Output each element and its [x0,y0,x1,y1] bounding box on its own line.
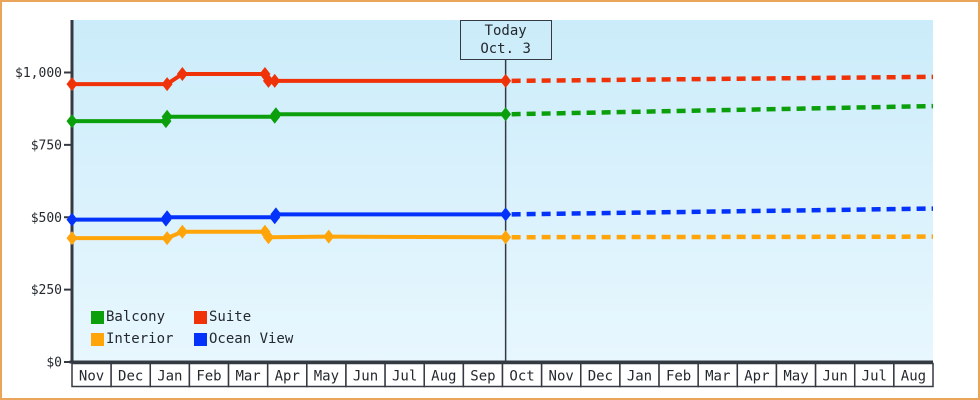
legend-swatch-icon [91,332,104,346]
month-label: Mar [235,369,260,385]
data-point-ocean-view [270,207,282,222]
series-forecast-suite [511,74,934,84]
legend-swatch-icon [194,310,207,324]
month-label: Dec [588,369,613,385]
today-label-line1: Today [484,23,527,39]
series-forecast-interior [511,234,934,240]
chart-legend: Balcony Suite Interior Ocean View [91,309,293,347]
legend-item: Balcony [91,309,194,325]
data-point-suite [500,73,512,88]
month-label: Sep [470,369,495,385]
series-line-ocean-view [72,212,506,222]
data-point-ocean-view [161,210,173,225]
month-label: May [783,369,808,385]
data-point-suite [262,73,274,88]
month-label: Aug [431,369,456,385]
data-point-ocean-view [500,207,512,222]
data-point-balcony [270,107,282,122]
month-label: Jun [353,369,378,385]
data-point-suite [66,77,78,92]
month-label: Oct [509,369,534,385]
series-line-balcony [72,112,506,124]
legend-swatch-icon [91,310,104,324]
data-point-interior [323,229,335,244]
month-label: Jun [823,369,848,385]
y-tick-label: $0 [46,356,62,371]
data-point-interior [500,230,512,245]
data-point-interior [66,231,78,246]
legend-item-label: Suite [209,309,252,325]
data-point-suite [176,66,188,81]
legend-item-label: Ocean View [209,331,294,347]
data-point-suite [269,73,281,88]
today-label-line2: Oct. 3 [480,41,531,57]
today-annotation: Today Oct. 3 [459,20,552,60]
data-point-balcony [66,114,78,129]
legend-item: Suite [194,309,293,325]
month-label: Mar [705,369,730,385]
series-forecast-ocean-view [511,206,934,217]
data-point-balcony [161,109,173,124]
y-tick-label: $750 [31,138,62,153]
legend-item-label: Balcony [106,309,166,325]
data-point-ocean-view [66,212,78,227]
data-point-suite [161,77,173,92]
y-tick-label: $500 [31,211,62,226]
month-label: Apr [275,369,300,385]
month-cell [893,362,934,388]
legend-item-label: Interior [106,331,174,347]
legend-item: Interior [91,331,194,347]
month-label: Apr [744,369,769,385]
month-label: May [314,369,339,385]
month-label: Jul [392,369,417,385]
month-label: Dec [118,369,143,385]
y-tick-label: $1,000 [15,66,62,81]
month-label: Feb [196,369,221,385]
data-point-interior [176,224,188,239]
month-label: Jul [862,369,887,385]
legend-item: Ocean View [194,331,293,347]
data-point-interior [161,231,173,246]
month-label: Jan [627,369,652,385]
legend-swatch-icon [194,332,207,346]
data-point-interior [262,230,274,245]
y-tick-label: $250 [31,283,62,298]
data-point-balcony [500,107,512,122]
month-label: Nov [79,369,104,385]
month-label: Feb [666,369,691,385]
month-label: Nov [549,369,574,385]
month-label: Jan [157,369,182,385]
month-label: Aug [901,369,926,385]
series-forecast-balcony [511,103,934,117]
